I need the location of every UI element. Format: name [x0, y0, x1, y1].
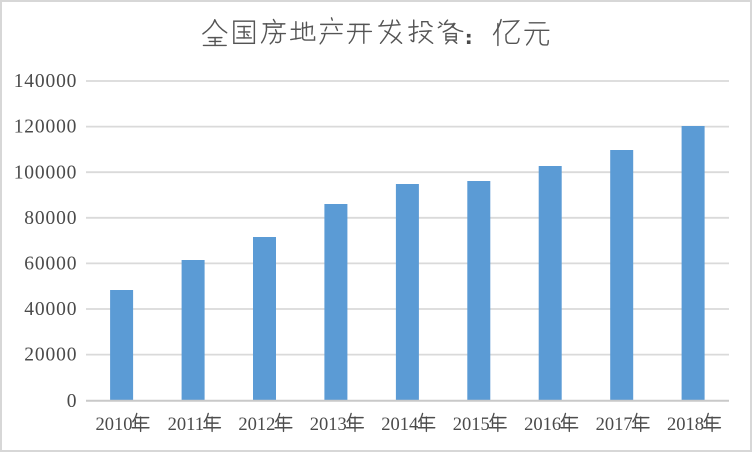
svg-text:80000: 80000: [24, 208, 77, 229]
svg-text:2018: 2018: [667, 415, 704, 435]
svg-text:120000: 120000: [14, 117, 78, 138]
svg-text:140000: 140000: [14, 71, 78, 92]
svg-text:2012: 2012: [238, 415, 275, 435]
svg-text:2014: 2014: [381, 415, 418, 435]
svg-text:2011: 2011: [168, 415, 204, 435]
svg-text:2017: 2017: [596, 415, 633, 435]
svg-text:2015: 2015: [453, 415, 490, 435]
svg-text:60000: 60000: [24, 254, 77, 275]
svg-text:2013: 2013: [310, 415, 347, 435]
svg-text:100000: 100000: [14, 162, 78, 183]
svg-text:40000: 40000: [24, 299, 77, 320]
svg-text:2016: 2016: [524, 415, 561, 435]
svg-text:20000: 20000: [24, 345, 77, 366]
svg-text:0: 0: [67, 391, 78, 412]
svg-text:2010: 2010: [96, 415, 133, 435]
